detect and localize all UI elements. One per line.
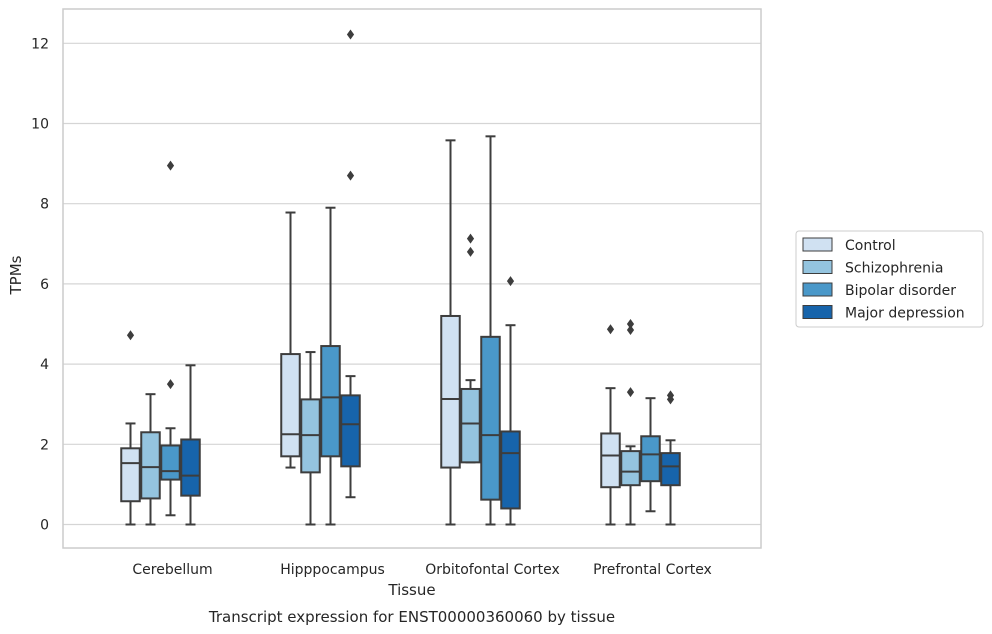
box-element — [180, 364, 201, 526]
box-iqr — [280, 353, 301, 458]
box-element — [460, 233, 481, 464]
category-group — [600, 319, 681, 526]
box-element — [480, 135, 501, 526]
box-element — [440, 139, 461, 526]
category-group — [280, 29, 361, 526]
y-tick-label: 8 — [40, 197, 49, 213]
box-iqr — [160, 444, 181, 481]
y-tick-label: 12 — [31, 36, 49, 52]
box-iqr — [600, 432, 621, 489]
legend-label: Schizophrenia — [845, 261, 943, 277]
legend-frame — [795, 230, 984, 328]
y-tick-label: 10 — [31, 117, 49, 133]
box-iqr — [640, 435, 661, 483]
plot-frame — [62, 8, 762, 549]
y-tick-labels: 0 2 4 6 8 10 12 — [31, 36, 49, 533]
outlier-point — [346, 29, 355, 40]
outlier-point — [466, 233, 475, 244]
outlier-point — [506, 276, 515, 287]
x-tick-label: Prefrontal Cortex — [593, 562, 712, 578]
box-iqr — [660, 452, 681, 487]
outlier-point — [626, 319, 635, 329]
legend-item: Major depression — [802, 305, 965, 322]
box-iqr — [460, 387, 481, 464]
box-groups — [120, 29, 681, 526]
outlier-point — [626, 387, 635, 398]
outlier-point — [166, 160, 175, 171]
x-axis-label: Tissue — [387, 581, 435, 599]
box-element — [300, 351, 321, 526]
box-element — [120, 330, 141, 526]
outlier-point — [346, 170, 355, 181]
legend-swatch — [802, 237, 833, 252]
outlier-point — [166, 379, 175, 390]
x-tick-labels: Cerebellum Hipppocampus Orbitofontal Corte… — [132, 562, 711, 578]
y-tick-label: 0 — [40, 518, 49, 534]
legend-swatch — [802, 260, 833, 274]
box-iqr — [500, 430, 521, 510]
chart-caption: Transcript expression for ENST0000036006… — [208, 608, 615, 626]
box-element — [500, 276, 521, 526]
box-iqr — [320, 345, 341, 458]
category-group — [120, 160, 201, 526]
legend-swatch — [802, 282, 833, 297]
legend-item: Bipolar disorder — [802, 282, 956, 299]
box-element — [140, 393, 161, 526]
y-axis-label: TPMs — [7, 255, 25, 295]
outlier-point — [126, 330, 135, 341]
box-element — [340, 29, 361, 499]
legend-item: Control — [802, 237, 896, 254]
box-element — [620, 319, 641, 526]
outlier-point — [626, 325, 635, 336]
legend-label: Bipolar disorder — [845, 283, 956, 299]
box-iqr — [180, 438, 201, 497]
x-tick-label: Hipppocampus — [280, 562, 385, 578]
box-element — [660, 390, 681, 526]
box-element — [640, 397, 661, 513]
outlier-point — [466, 246, 475, 257]
box-element — [280, 211, 301, 469]
box-iqr — [480, 335, 501, 501]
y-tick-label: 4 — [40, 357, 49, 373]
category-group — [440, 135, 521, 526]
box-iqr — [620, 450, 641, 487]
outlier-point — [606, 324, 615, 335]
x-tick-label: Cerebellum — [132, 562, 212, 578]
legend-swatch — [802, 305, 833, 319]
legend-label: Control — [845, 238, 896, 254]
gridlines — [63, 42, 761, 526]
x-tick-label: Orbitofontal Cortex — [425, 562, 560, 578]
box-iqr — [440, 314, 461, 469]
legend-item: Schizophrenia — [802, 260, 943, 277]
box-element — [600, 324, 621, 526]
y-tick-label: 6 — [40, 277, 49, 293]
outlier-point — [666, 390, 675, 401]
box-iqr — [140, 431, 161, 500]
legend-label: Major depression — [845, 306, 965, 322]
y-tick-label: 2 — [40, 437, 49, 453]
box-iqr — [120, 447, 141, 503]
box-element — [320, 206, 341, 526]
box-element — [160, 160, 181, 517]
box-iqr — [340, 394, 361, 468]
legend: Control Schizophrenia Bipolar disorder Majo… — [795, 230, 984, 328]
